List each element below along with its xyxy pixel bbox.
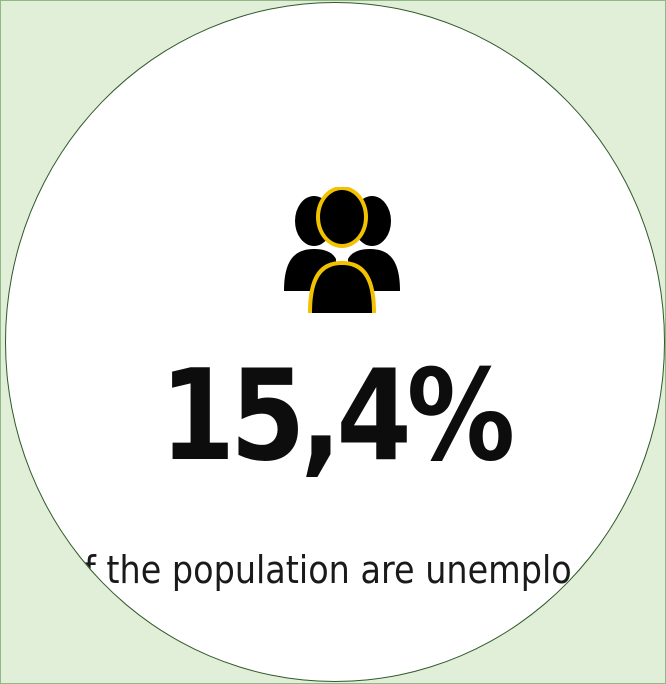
people-group-icon: [278, 187, 406, 317]
stat-value: 15,4%: [159, 342, 515, 489]
stat-circle-badge: 15,4% f the population are unemplo: [5, 2, 665, 682]
stat-caption: f the population are unemplo: [84, 548, 572, 592]
